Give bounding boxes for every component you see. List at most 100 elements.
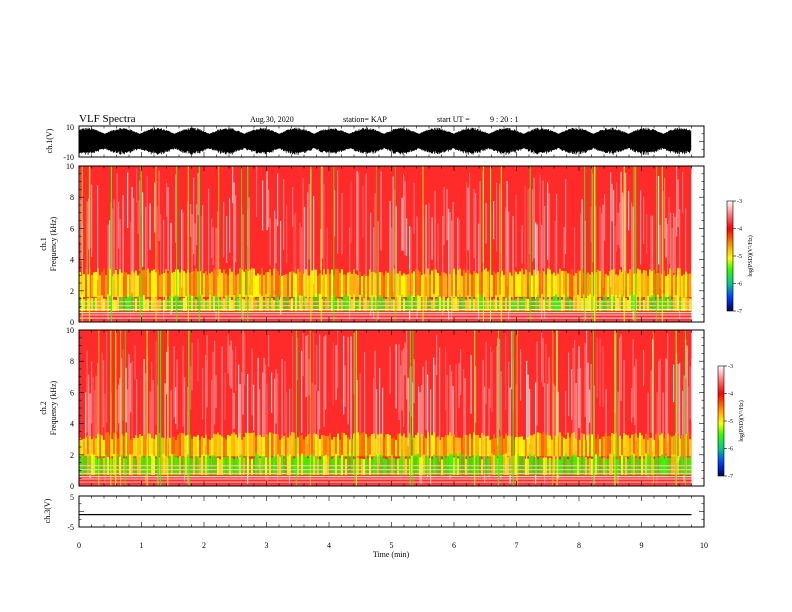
spectrogram-band-cell	[121, 434, 123, 457]
spectrogram-streak	[676, 166, 678, 237]
spectrogram-band-cell	[163, 438, 165, 457]
spectrogram-low-cell	[415, 296, 417, 312]
spectrogram-band-cell	[653, 439, 655, 457]
spectrogram-band-cell	[569, 273, 571, 298]
spectrogram-low-cell	[609, 295, 611, 312]
spectrogram-streak	[307, 335, 309, 444]
spectrogram-band-cell	[465, 272, 467, 298]
spectrogram-band-cell	[335, 437, 337, 457]
spectrogram-streak	[544, 206, 546, 319]
spectrogram-band-cell	[191, 272, 193, 298]
spectrogram-band-cell	[625, 434, 627, 457]
spectrogram-low-cell	[385, 459, 387, 475]
spectrogram-band-cell	[681, 275, 683, 297]
spectrogram-streak	[292, 335, 294, 448]
spectrogram-low-cell	[253, 457, 255, 476]
spectrogram-streak	[527, 374, 529, 453]
spectrogram-low-cell	[509, 458, 511, 476]
spectrogram-low-cell	[217, 457, 219, 476]
spectrogram-band-cell	[147, 433, 149, 457]
spectrogram-band-cell	[87, 274, 89, 298]
spectrogram-band-cell	[649, 269, 651, 297]
spectrogram-low-cell	[277, 454, 279, 476]
spectrogram-streak	[596, 337, 598, 398]
spectrogram-band-cell	[387, 434, 389, 457]
spectrogram-band-cell	[285, 274, 287, 297]
spectrogram-streak	[499, 339, 501, 430]
spectrogram-band-cell	[495, 438, 497, 457]
spectrogram-low-cell	[429, 458, 431, 476]
spectrogram-low-cell	[439, 296, 441, 312]
spectrogram-band-cell	[163, 273, 165, 298]
spectrogram-band-cell	[451, 270, 453, 297]
spectrogram-streak	[400, 365, 402, 471]
spectrogram-band-cell	[383, 275, 385, 298]
spectrogram-band-cell	[231, 271, 233, 298]
time-axis-label: Time (min)	[373, 550, 410, 559]
spectrogram-low-cell	[363, 459, 365, 476]
spectrogram-band-cell	[461, 438, 463, 457]
spectrogram-band-cell	[357, 432, 359, 457]
spectrogram-band-cell	[325, 274, 327, 298]
spectrogram-band-cell	[101, 435, 103, 457]
spectrogram-streak	[265, 364, 267, 480]
spectrogram-streak	[565, 391, 567, 436]
spectrogram-low-cell	[479, 294, 481, 312]
spectrogram-band-cell	[329, 433, 331, 457]
spectrogram-band-cell	[589, 274, 591, 297]
spectrogram-band-cell	[627, 435, 629, 457]
spectrogram-low-cell	[611, 294, 613, 312]
spectrogram-band-cell	[351, 273, 353, 297]
frequency-tick-label: 4	[70, 256, 74, 265]
spectrogram-low-cell	[609, 453, 611, 476]
spectrogram-streak	[241, 372, 243, 479]
spectrogram-low-cell	[249, 294, 251, 312]
spectrogram-streak	[194, 223, 196, 266]
broadband-burst	[633, 166, 635, 322]
ch1-waveform-panel: 10 -10 ch.1(V)	[45, 123, 705, 162]
spectrogram-low-cell	[173, 295, 175, 311]
spectrogram-streak	[646, 214, 648, 254]
spectrogram-band-cell	[225, 439, 227, 457]
spectrogram-band-cell	[101, 271, 103, 298]
spectrogram-band-cell	[543, 271, 545, 297]
spectrogram-band-cell	[573, 432, 575, 457]
spectrogram-band-cell	[609, 436, 611, 457]
spectrogram-band-cell	[113, 432, 115, 457]
spectrogram-band-cell	[237, 437, 239, 457]
spectrogram-streak	[673, 364, 675, 403]
spectrogram-low-cell	[381, 454, 383, 476]
spectrogram-low-cell	[109, 459, 111, 476]
spectrogram-low-cell	[209, 294, 211, 312]
station-label: station= KAP	[343, 115, 387, 124]
spectrogram-streak	[275, 218, 277, 264]
spectrogram-streak	[130, 221, 132, 322]
spectrogram-band-cell	[343, 274, 345, 298]
spectrogram-band-cell	[271, 275, 273, 297]
spectrogram-low-cell	[207, 454, 209, 476]
spectrogram-band-cell	[631, 272, 633, 298]
spectrogram-low-cell	[453, 297, 455, 312]
spectrogram-low-cell	[219, 459, 221, 476]
spectrogram-band-cell	[493, 434, 495, 457]
spectrogram-streak	[428, 203, 430, 295]
spectrogram-low-cell	[189, 457, 191, 476]
spectrogram-band-cell	[295, 273, 297, 298]
spectrogram-band-cell	[337, 268, 339, 297]
spectrogram-low-cell	[347, 454, 349, 475]
broadband-burst	[295, 330, 297, 486]
spectrogram-streak	[206, 335, 208, 408]
spectrogram-band-cell	[601, 436, 603, 457]
spectrogram-streak	[679, 209, 681, 320]
spectrogram-band-cell	[133, 438, 135, 457]
spectrogram-band-cell	[297, 268, 299, 297]
narrowband-line	[79, 469, 692, 471]
ch2-colorbar	[717, 365, 725, 477]
spectrogram-band-cell	[321, 435, 323, 457]
spectrogram-band-cell	[599, 438, 601, 457]
spectrogram-band-cell	[479, 437, 481, 457]
colorbar-tick-label: -3	[728, 364, 733, 370]
spectrogram-band-cell	[453, 268, 455, 297]
spectrogram-streak	[457, 217, 459, 291]
spectrogram-low-cell	[411, 295, 413, 311]
